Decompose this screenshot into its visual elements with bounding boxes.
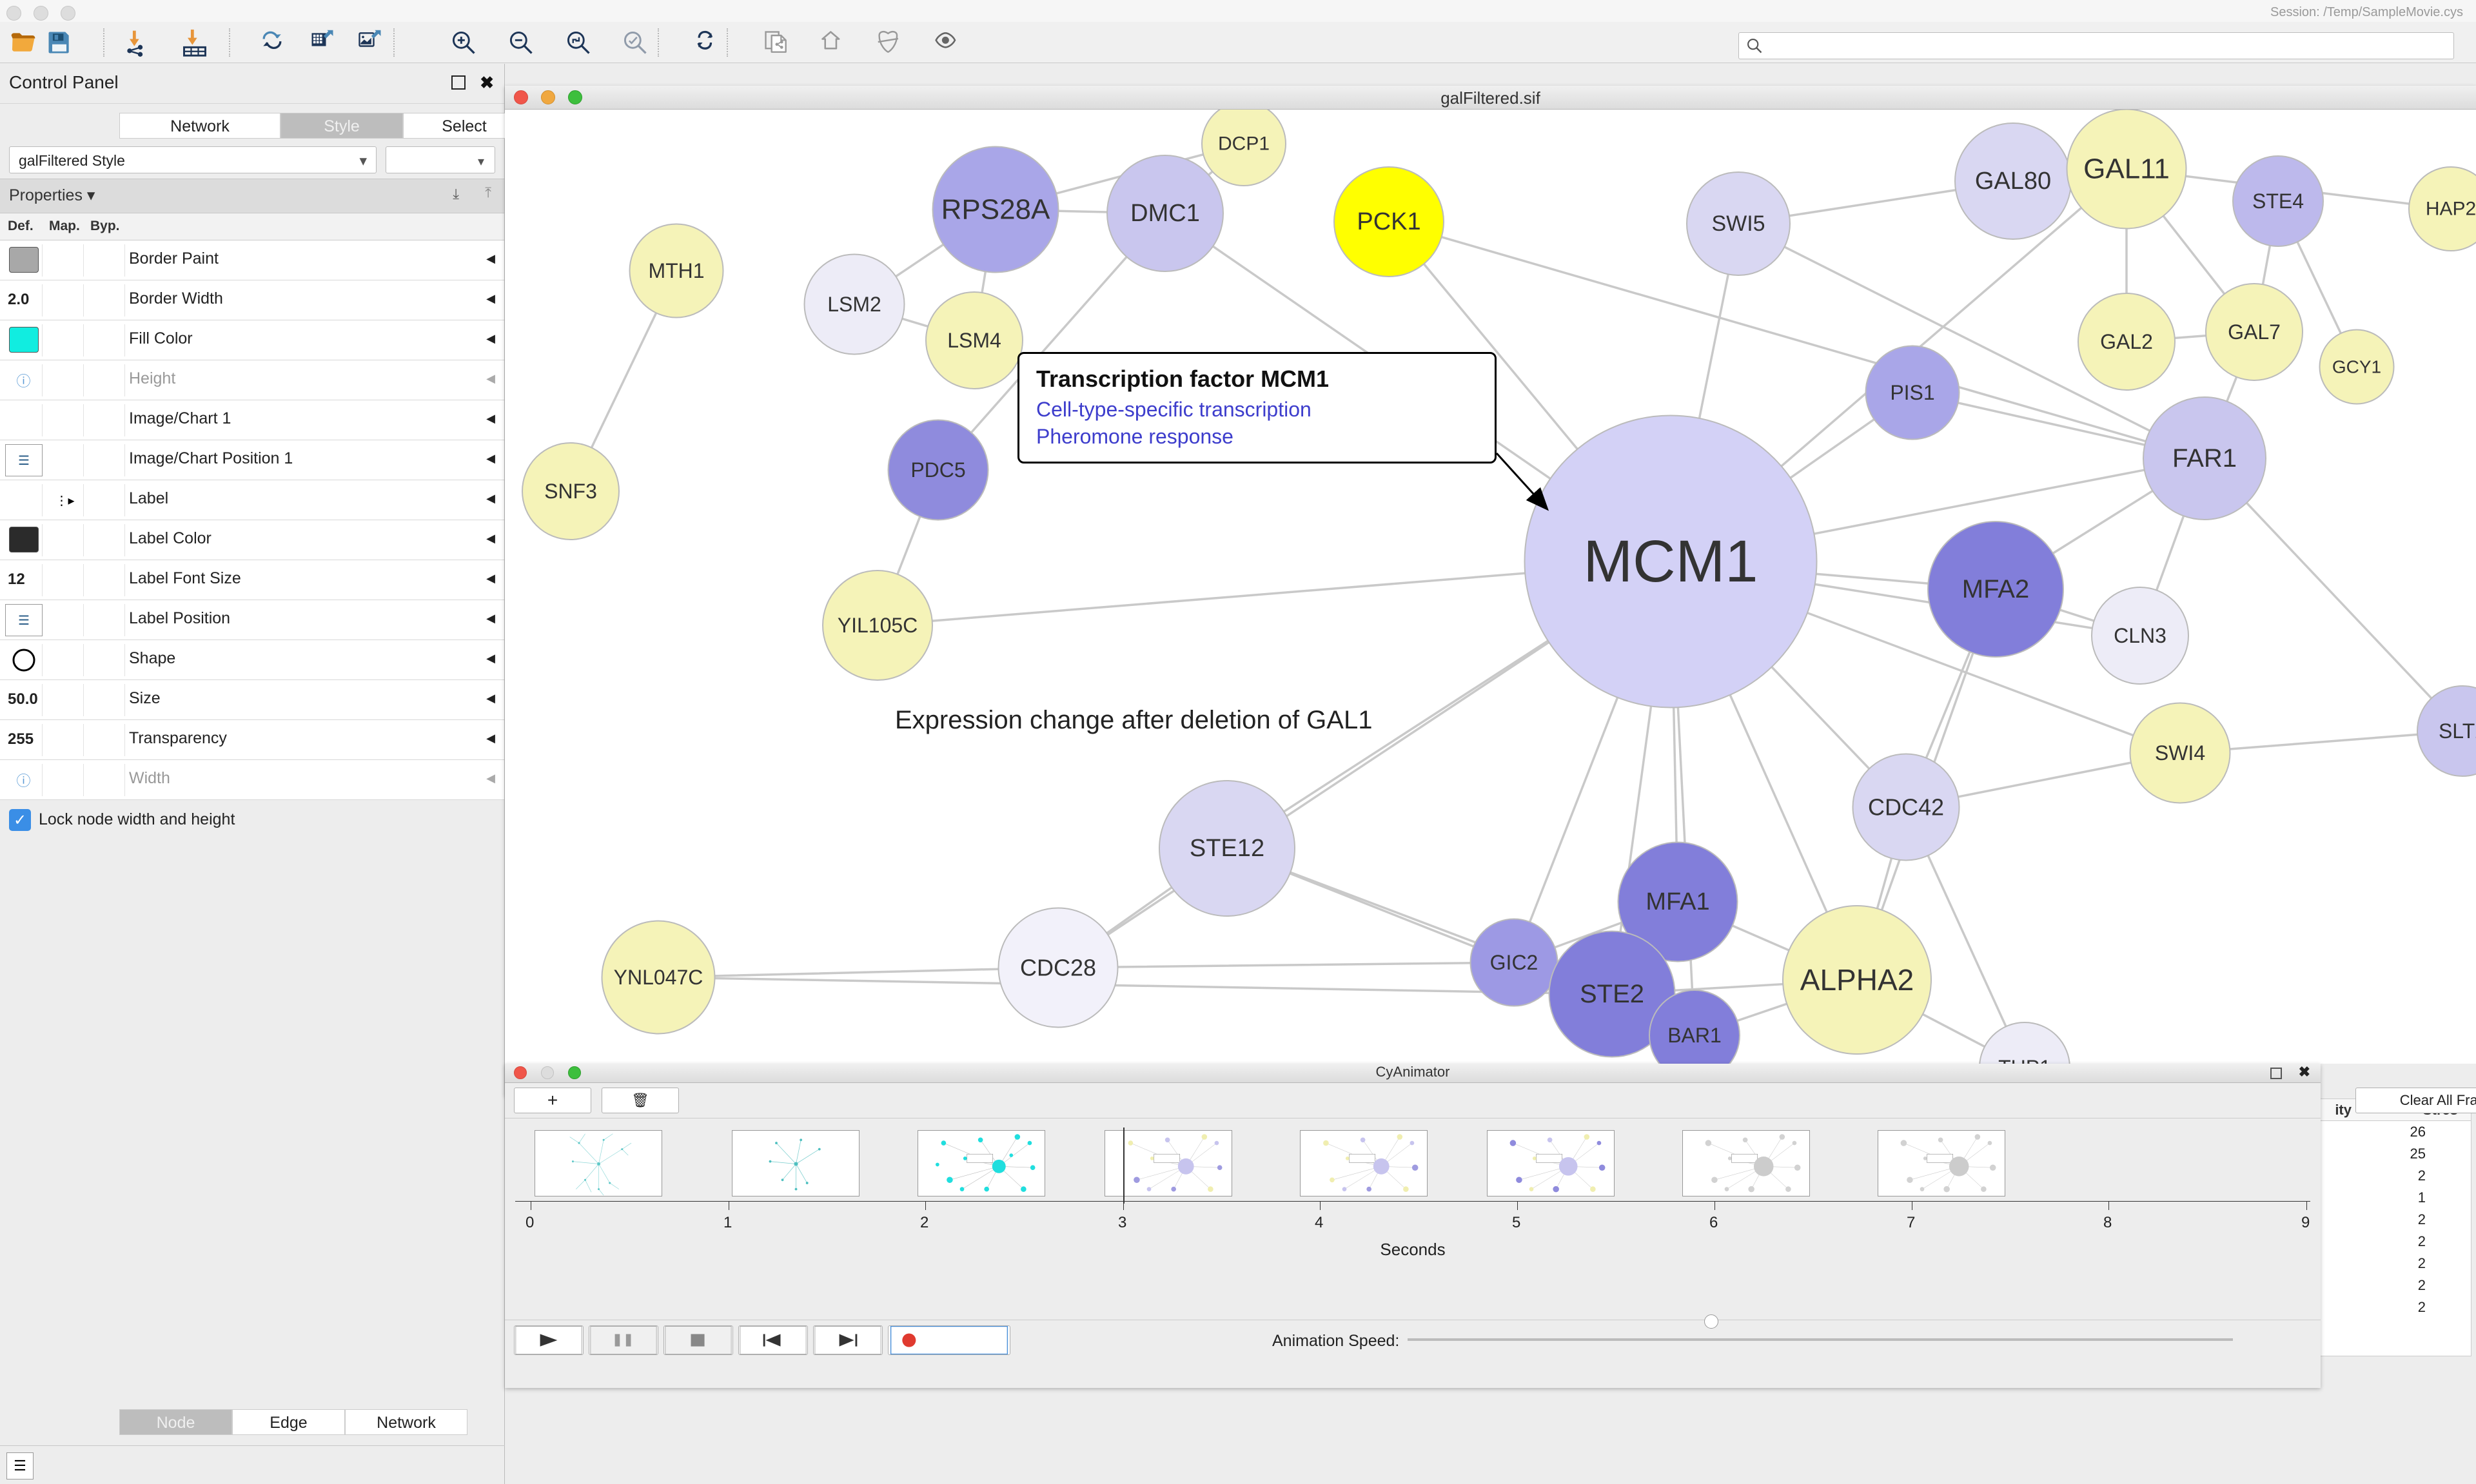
svg-text:MCM1: MCM1 [1584,529,1758,594]
svg-text:CDC42: CDC42 [1868,794,1944,821]
svg-text:GAL11: GAL11 [2083,153,2170,185]
svg-text:SNF3: SNF3 [544,480,597,503]
svg-text:PDC5: PDC5 [910,458,965,482]
svg-text:PCK1: PCK1 [1357,208,1420,235]
svg-text:SWI4: SWI4 [2155,741,2205,765]
svg-text:FAR1: FAR1 [2172,444,2237,473]
svg-text:CDC28: CDC28 [1020,955,1096,981]
svg-text:STE12: STE12 [1190,835,1264,862]
svg-text:YIL105C: YIL105C [838,614,918,637]
svg-text:GAL7: GAL7 [2228,320,2281,344]
svg-text:ALPHA2: ALPHA2 [1800,963,1914,997]
svg-text:LSM2: LSM2 [827,293,881,316]
svg-text:MFA2: MFA2 [1962,575,2029,603]
svg-text:PIS1: PIS1 [1890,381,1934,404]
svg-text:HAP2: HAP2 [2426,199,2476,220]
svg-text:GAL2: GAL2 [2100,330,2153,353]
svg-text:YNL047C: YNL047C [614,966,703,989]
svg-text:CLN3: CLN3 [2114,624,2166,647]
svg-text:STE2: STE2 [1580,980,1644,1008]
svg-text:DMC1: DMC1 [1130,200,1200,227]
svg-text:GCY1: GCY1 [2332,357,2381,377]
svg-text:RPS28A: RPS28A [941,194,1050,226]
svg-text:GIC2: GIC2 [1490,951,1538,974]
svg-text:MFA1: MFA1 [1646,888,1709,915]
svg-text:LSM4: LSM4 [947,329,1001,352]
svg-text:BAR1: BAR1 [1667,1024,1722,1047]
svg-text:SWI5: SWI5 [1711,211,1765,236]
svg-text:STE4: STE4 [2252,190,2304,213]
svg-text:GAL80: GAL80 [1975,168,2051,195]
svg-text:SLT2: SLT2 [2439,719,2476,743]
svg-text:MTH1: MTH1 [648,259,704,282]
svg-text:DCP1: DCP1 [1218,133,1270,155]
